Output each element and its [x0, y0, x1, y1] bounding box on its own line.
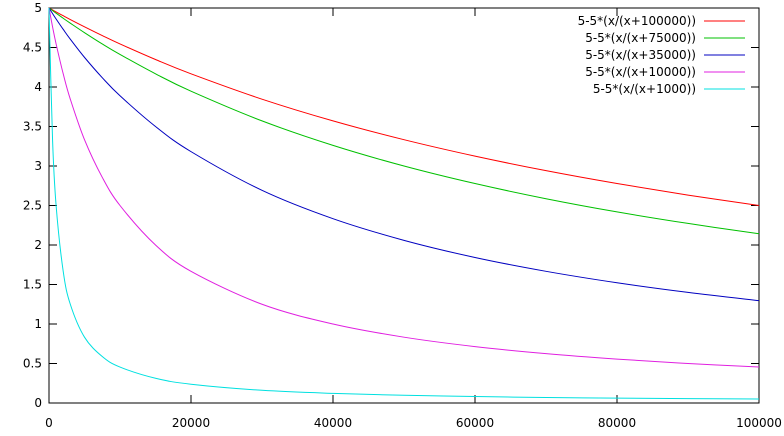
x-tick-label: 80000 [598, 416, 636, 430]
y-tick-label: 2.5 [23, 199, 42, 213]
legend-label: 5-5*(x/(x+100000)) [578, 14, 696, 28]
series-line [48, 7, 760, 400]
legend-label: 5-5*(x/(x+10000)) [585, 65, 696, 79]
y-tick-label: 0 [34, 396, 42, 410]
series-line [48, 7, 760, 302]
series-line [48, 7, 760, 235]
y-tick-label: 3.5 [23, 120, 42, 134]
y-tick-label: 4.5 [23, 41, 42, 55]
x-tick-label: 100000 [736, 416, 782, 430]
legend-label: 5-5*(x/(x+1000)) [593, 82, 696, 96]
x-tick-label: 20000 [172, 416, 210, 430]
y-tick-label: 0.5 [23, 357, 42, 371]
legend-label: 5-5*(x/(x+35000)) [585, 48, 696, 62]
x-tick-label: 60000 [456, 416, 494, 430]
legend: 5-5*(x/(x+100000)) 5-5*(x/(x+75000)) 5-5*(… [578, 14, 745, 96]
x-tick-label: 40000 [314, 416, 352, 430]
y-tick-label: 2 [34, 238, 42, 252]
y-tick-label: 5 [34, 1, 42, 15]
series-lines [48, 7, 760, 400]
y-tick-label: 3 [34, 159, 42, 173]
axis-tick-labels: 0 0.5 1 1.5 2 2.5 3 3.5 4 4.5 5 0 20000 40000 60000 800… [23, 1, 782, 430]
y-tick-label: 1.5 [23, 278, 42, 292]
series-line [48, 7, 760, 206]
y-tick-label: 1 [34, 317, 42, 331]
legend-label: 5-5*(x/(x+75000)) [585, 31, 696, 45]
series-line [48, 7, 760, 368]
x-tick-label: 0 [45, 416, 53, 430]
y-tick-label: 4 [34, 80, 42, 94]
